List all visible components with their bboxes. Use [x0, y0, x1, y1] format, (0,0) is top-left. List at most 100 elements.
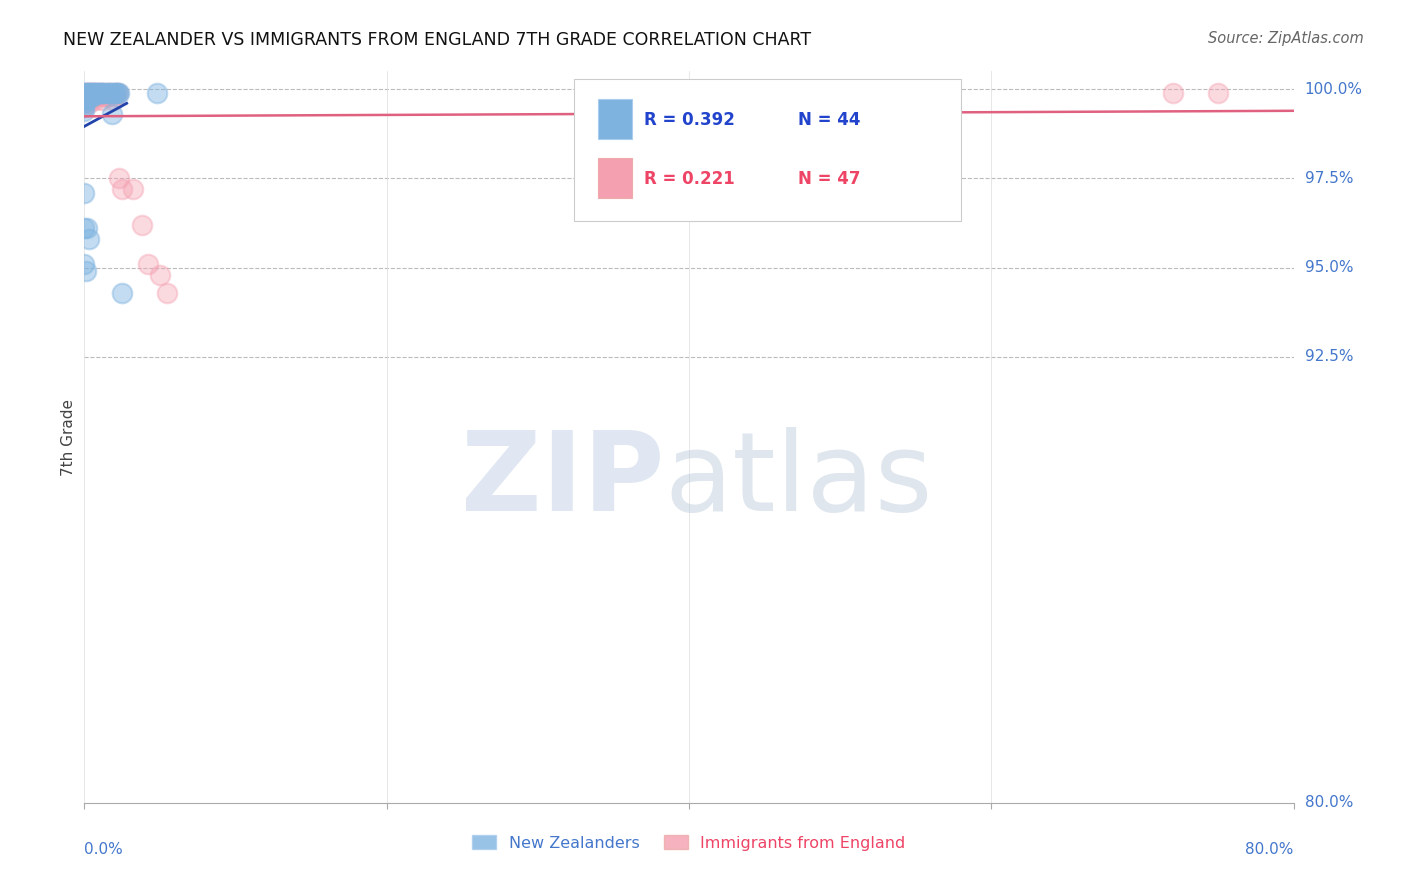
Point [73, 100, 96, 114]
Point [97, 86, 120, 100]
Point [73, 221, 96, 235]
Point [91, 86, 114, 100]
Point [73, 257, 96, 271]
FancyBboxPatch shape [599, 99, 633, 139]
Point [108, 86, 131, 100]
Text: R = 0.392: R = 0.392 [644, 112, 735, 129]
Point [73, 93, 96, 107]
Point [98, 89, 121, 103]
Point [131, 218, 153, 232]
Point [75, 86, 97, 100]
Text: R = 0.221: R = 0.221 [644, 169, 735, 188]
Point [77, 89, 100, 103]
Point [84, 86, 107, 100]
Point [80, 86, 103, 100]
Point [75, 93, 97, 107]
Point [86, 89, 108, 103]
Point [73, 89, 96, 103]
Point [100, 86, 122, 100]
Text: 92.5%: 92.5% [1305, 350, 1353, 364]
Point [156, 285, 179, 300]
Point [96, 86, 118, 100]
Point [1206, 86, 1229, 100]
Point [73, 86, 96, 100]
Point [75, 93, 97, 107]
Point [82, 89, 104, 103]
Point [90, 86, 112, 100]
Point [73, 96, 96, 111]
Point [79, 93, 101, 107]
Point [77, 96, 100, 111]
Point [75, 89, 97, 103]
Point [73, 186, 96, 200]
Point [75, 264, 97, 278]
Point [94, 86, 117, 100]
Point [86, 86, 108, 100]
Point [84, 86, 107, 100]
Point [101, 86, 124, 100]
Point [76, 89, 98, 103]
Text: Source: ZipAtlas.com: Source: ZipAtlas.com [1208, 31, 1364, 46]
Text: 95.0%: 95.0% [1305, 260, 1353, 275]
Text: ZIP: ZIP [461, 427, 665, 534]
Point [89, 89, 111, 103]
Point [146, 86, 169, 100]
Point [121, 182, 143, 196]
Point [100, 107, 122, 121]
Point [105, 86, 128, 100]
Point [73, 89, 96, 103]
Point [76, 86, 98, 100]
Point [107, 86, 129, 100]
Point [93, 86, 115, 100]
Point [77, 89, 100, 103]
Point [84, 93, 107, 107]
Point [76, 93, 98, 107]
FancyBboxPatch shape [574, 78, 962, 221]
Point [98, 86, 121, 100]
Point [89, 86, 111, 100]
Point [76, 221, 98, 235]
Point [111, 182, 134, 196]
Point [80, 89, 103, 103]
Text: atlas: atlas [665, 427, 934, 534]
Point [90, 86, 112, 100]
Point [82, 89, 104, 103]
Point [97, 86, 120, 100]
Point [76, 86, 98, 100]
Point [73, 96, 96, 111]
FancyBboxPatch shape [599, 158, 633, 198]
Point [77, 86, 100, 100]
Point [73, 100, 96, 114]
Point [73, 103, 96, 118]
Point [87, 86, 110, 100]
Text: NEW ZEALANDER VS IMMIGRANTS FROM ENGLAND 7TH GRADE CORRELATION CHART: NEW ZEALANDER VS IMMIGRANTS FROM ENGLAND… [63, 31, 811, 49]
Point [80, 86, 103, 100]
Text: N = 44: N = 44 [797, 112, 860, 129]
Point [104, 89, 127, 103]
Text: 0.0%: 0.0% [84, 842, 124, 856]
Text: N = 47: N = 47 [797, 169, 860, 188]
Text: 100.0%: 100.0% [1305, 82, 1362, 96]
Point [96, 89, 118, 103]
Point [82, 86, 104, 100]
Point [80, 89, 103, 103]
Point [91, 86, 114, 100]
Point [75, 89, 97, 103]
Point [77, 86, 100, 100]
Point [82, 86, 104, 100]
Point [136, 257, 159, 271]
Point [1161, 86, 1184, 100]
Text: 80.0%: 80.0% [1246, 842, 1294, 856]
Point [76, 93, 98, 107]
Y-axis label: 7th Grade: 7th Grade [60, 399, 76, 475]
Point [87, 86, 110, 100]
Point [104, 86, 127, 100]
Point [75, 86, 97, 100]
Point [79, 89, 101, 103]
Point [73, 93, 96, 107]
Point [91, 93, 114, 107]
Point [149, 268, 172, 282]
Point [107, 86, 129, 100]
Point [77, 232, 100, 246]
Text: 80.0%: 80.0% [1305, 796, 1353, 810]
